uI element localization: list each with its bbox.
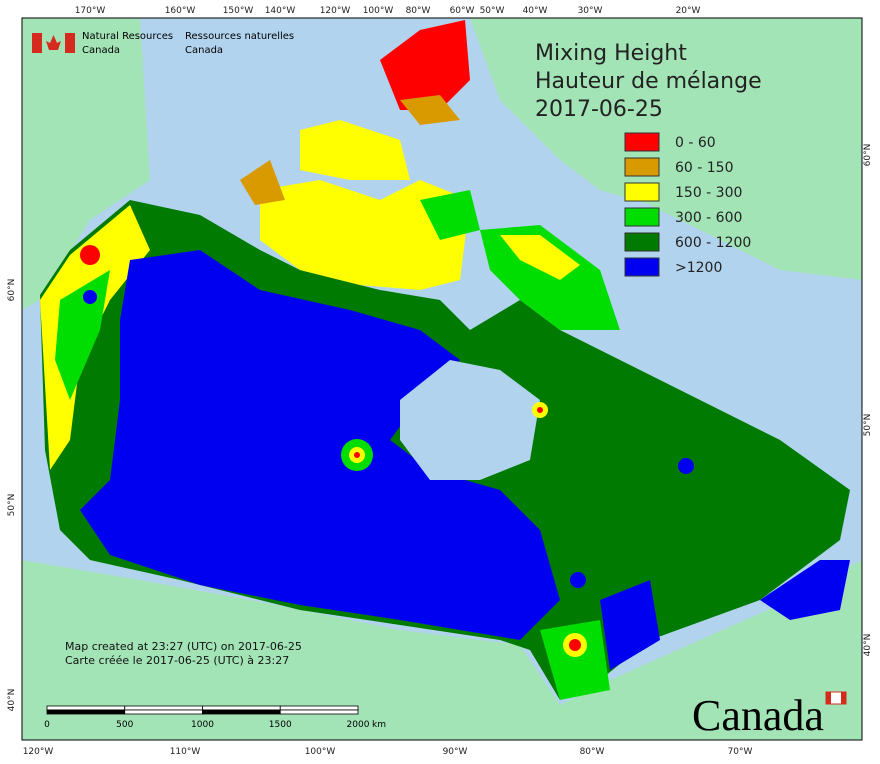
title: 2017-06-25 (535, 97, 663, 122)
maritimes-blue (760, 560, 850, 620)
wordmark-text: Canada (692, 691, 824, 740)
scale-segment (279, 709, 359, 715)
hudson-bay (400, 360, 540, 480)
lake-blue (678, 458, 694, 474)
legend-swatch (624, 207, 660, 227)
united-states (22, 560, 862, 740)
longitude-label: 40°W (523, 6, 548, 16)
longitude-label: 150°W (223, 6, 254, 16)
hotspot (569, 639, 581, 651)
legend-label: 0 - 60 (675, 135, 716, 151)
legend: 0 - 60 60 - 150 150 - 300 300 - 600 600 - 12… (624, 132, 751, 277)
scale-segment (202, 709, 281, 715)
longitude-label: 140°W (265, 6, 296, 16)
wordmark: Canada (692, 691, 847, 740)
graticule-labels: 170°W 160°W 150°W 140°W 120°W 100°W 80°W 60°W 50… (7, 6, 873, 757)
west-coast-yellow (40, 205, 150, 470)
latitude-label: 60°N (7, 279, 17, 302)
alaska (22, 18, 150, 310)
scale-label: 2000 (347, 720, 370, 730)
scale-segment (124, 709, 203, 715)
scale-label: 500 (116, 720, 133, 730)
ontario-lime (540, 620, 610, 700)
greenland (470, 18, 862, 280)
longitude-label: 120°W (23, 747, 54, 757)
longitude-label: 80°W (406, 6, 431, 16)
hotspot (537, 407, 543, 413)
scale-segment (46, 709, 126, 715)
longitude-label: 70°W (728, 747, 753, 757)
west-coast-lime (55, 270, 110, 400)
arctic-islands (260, 180, 470, 290)
scale-unit: km (372, 720, 386, 730)
scale-segment (279, 705, 359, 711)
agency-fr: Canada (185, 45, 223, 56)
legend-label: >1200 (675, 260, 722, 276)
longitude-label: 100°W (363, 6, 394, 16)
legend-swatch (624, 232, 660, 252)
scale-label: 1500 (269, 720, 292, 730)
longitude-label: 160°W (165, 6, 196, 16)
scale-segment (124, 705, 203, 711)
agency-en: Natural Resources (82, 31, 173, 42)
longitude-label: 110°W (170, 747, 201, 757)
legend-label: 600 - 1200 (675, 235, 751, 251)
legend-swatch (624, 257, 660, 277)
longitude-label: 120°W (320, 6, 351, 16)
longitude-label: 50°W (480, 6, 505, 16)
legend-label: 60 - 150 (675, 160, 734, 176)
latitude-label: 50°N (7, 494, 17, 517)
longitude-label: 80°W (580, 747, 605, 757)
title: Hauteur de mélange (535, 69, 762, 94)
ellesmere-orange (400, 95, 460, 125)
latitude-label: 40°N (863, 634, 873, 657)
ellesmere-red (380, 20, 470, 110)
longitude-label: 60°W (450, 6, 475, 16)
legend-swatch (624, 132, 660, 152)
interior-blue (80, 250, 560, 640)
legend-label: 150 - 300 (675, 185, 742, 201)
scale-bar: 0 500 1000 1500 2000 km (44, 705, 386, 730)
scale-label: 1000 (191, 720, 214, 730)
longitude-label: 170°W (75, 6, 106, 16)
map-frame (21, 17, 863, 741)
scale-label: 0 (44, 720, 50, 730)
scale-segment (202, 705, 281, 711)
east-blue (600, 580, 660, 670)
agency-signature: Natural Resources Canada Ressources natu… (32, 31, 294, 56)
flag-bar (32, 33, 42, 53)
lake-blue (570, 572, 586, 588)
title: Mixing Height (535, 41, 687, 66)
latitude-label: 50°N (863, 414, 873, 437)
labrador-yellow (500, 235, 580, 280)
wordmark-flag (841, 692, 846, 704)
maple-leaf (46, 35, 61, 50)
longitude-label: 20°W (676, 6, 701, 16)
legend-label: 300 - 600 (675, 210, 742, 226)
lake-blue (83, 290, 97, 304)
longitude-label: 90°W (443, 747, 468, 757)
hotspot (80, 245, 100, 265)
scale-segment (46, 705, 126, 711)
agency-fr: Ressources naturelles (185, 31, 294, 42)
hotspot (354, 452, 360, 458)
longitude-label: 100°W (305, 747, 336, 757)
agency-en: Canada (82, 45, 120, 56)
island-orange (240, 160, 285, 205)
flag-bar (65, 33, 75, 53)
note: Map created at 23:27 (UTC) on 2017-06-25 (65, 640, 302, 653)
wordmark-flag (826, 692, 831, 704)
arctic-islands-north (300, 120, 410, 180)
frame (21, 17, 863, 741)
note: Carte créée le 2017-06-25 (UTC) à 23:27 (65, 654, 289, 667)
legend-swatch (624, 182, 660, 202)
latitude-label: 40°N (7, 689, 17, 712)
longitude-label: 30°W (578, 6, 603, 16)
legend-swatch (624, 157, 660, 177)
latitude-label: 60°N (863, 144, 873, 167)
baffin-lime (420, 190, 480, 240)
